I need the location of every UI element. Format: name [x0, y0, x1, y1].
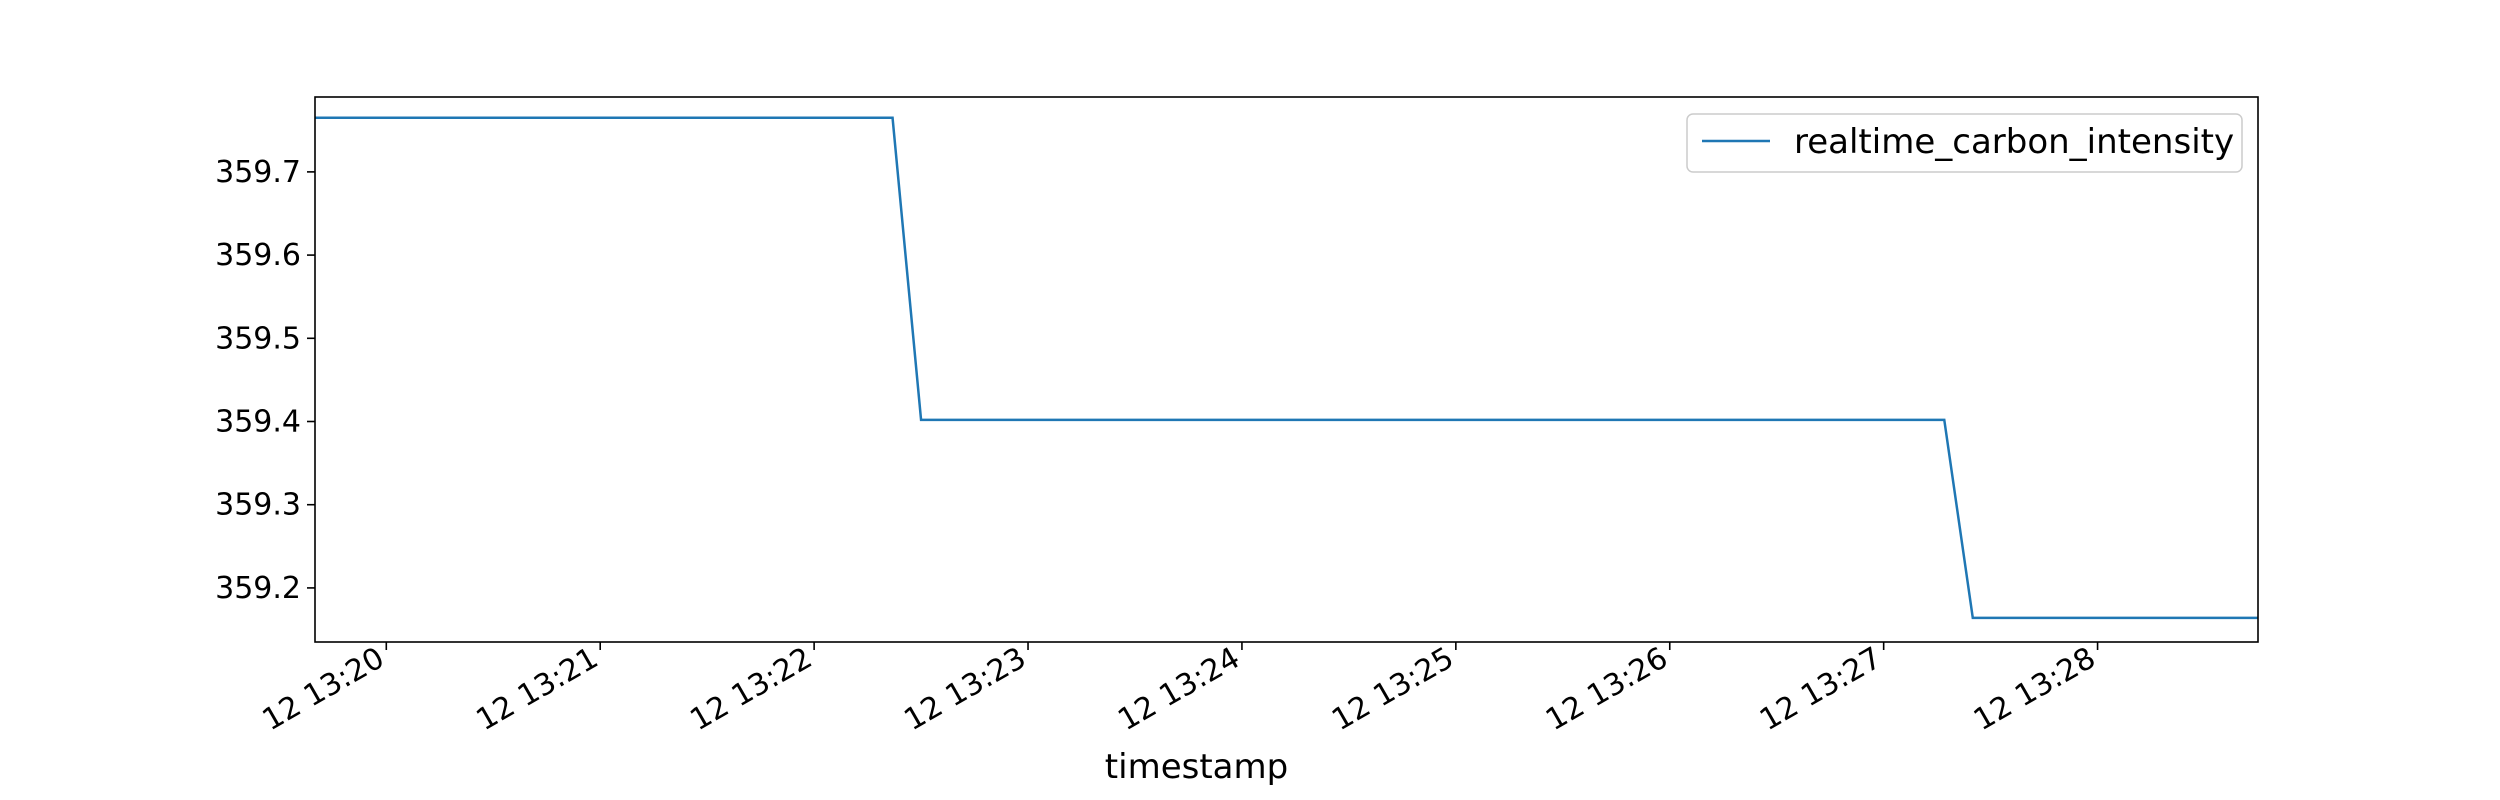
y-tick-label: 359.5: [215, 321, 301, 356]
series-line: [315, 116, 2258, 620]
x-tick-label: 12 13:24: [1112, 641, 1246, 738]
x-tick-label: 12 13:28: [1968, 641, 2102, 738]
x-tick-label: 12 13:25: [1326, 641, 1460, 738]
legend-label: realtime_carbon_intensity: [1794, 122, 2234, 162]
y-tick-label: 359.3: [215, 488, 301, 523]
y-tick-label: 359.7: [215, 155, 301, 190]
y-tick-label: 359.2: [215, 571, 301, 606]
plot-frame: [314, 96, 2259, 643]
x-tick-label: 12 13:23: [898, 641, 1032, 738]
x-tick-label: 12 13:22: [684, 641, 818, 738]
x-tick-label: 12 13:26: [1540, 641, 1674, 738]
legend: realtime_carbon_intensity: [1686, 113, 2243, 173]
y-tick-label: 359.4: [215, 405, 301, 440]
axes: 359.2 359.3 359.4 359.5 359.6 359.7 12 13:20 12…: [215, 155, 2101, 738]
legend-box: [1686, 113, 2243, 173]
x-tick-label: 12 13:21: [471, 641, 605, 738]
x-tick-label: 12 13:20: [257, 641, 391, 738]
x-axis-label: timestamp: [1105, 747, 1288, 787]
y-tick-label: 359.6: [215, 238, 301, 273]
plot-area: [314, 96, 2259, 643]
x-tick-label: 12 13:27: [1754, 641, 1888, 738]
